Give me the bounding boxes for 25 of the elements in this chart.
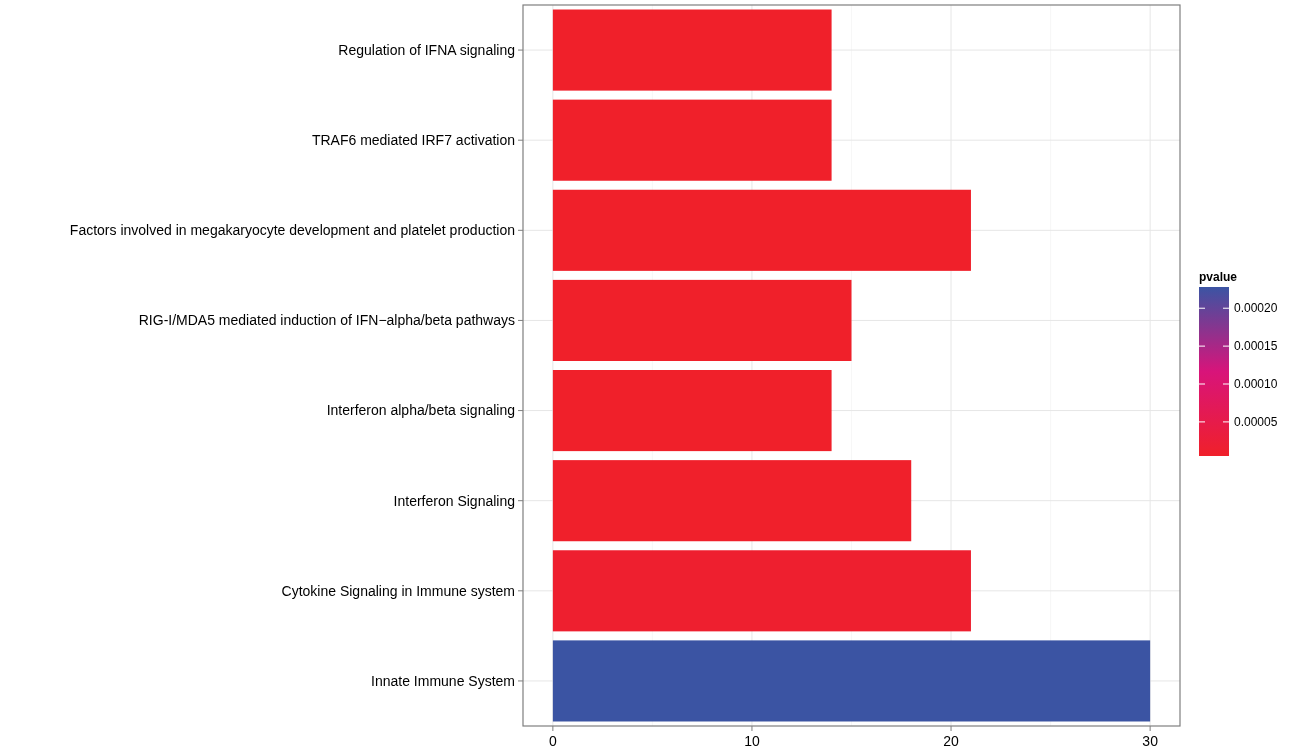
x-tick-label: 0 xyxy=(548,733,557,749)
bar xyxy=(552,370,832,452)
color-bar-label: 0.00015 xyxy=(1234,339,1278,354)
bar xyxy=(552,9,832,91)
bar xyxy=(552,460,912,542)
y-tick-label: Innate Immune System xyxy=(371,672,515,689)
y-tick-label: Regulation of IFNA signaling xyxy=(338,41,515,58)
y-tick-label: Interferon alpha/beta signaling xyxy=(326,402,515,419)
bar xyxy=(552,189,971,271)
y-tick-label: RIG-I/MDA5 mediated induction of IFN−alpha/beta pathways xyxy=(138,312,515,329)
bar xyxy=(552,550,971,632)
color-bar-label: 0.00020 xyxy=(1234,301,1278,316)
x-tick-label: 30 xyxy=(1142,733,1159,749)
color-bar-label: 0.00010 xyxy=(1234,377,1278,392)
x-tick-label: 20 xyxy=(943,733,960,749)
y-tick-label: Cytokine Signaling in Immune system xyxy=(281,582,515,599)
bar xyxy=(552,279,852,361)
y-tick-label: TRAF6 mediated IRF7 activation xyxy=(311,132,515,149)
bar xyxy=(552,640,1151,722)
color-bar-label: 0.00005 xyxy=(1234,415,1278,430)
color-bar-title: pvalue xyxy=(1199,270,1238,284)
bar xyxy=(552,99,832,181)
y-tick-label: Factors involved in megakaryocyte development and platelet production xyxy=(69,222,515,239)
x-tick-label: 10 xyxy=(744,733,760,749)
y-tick-label: Interferon Signaling xyxy=(393,492,515,509)
